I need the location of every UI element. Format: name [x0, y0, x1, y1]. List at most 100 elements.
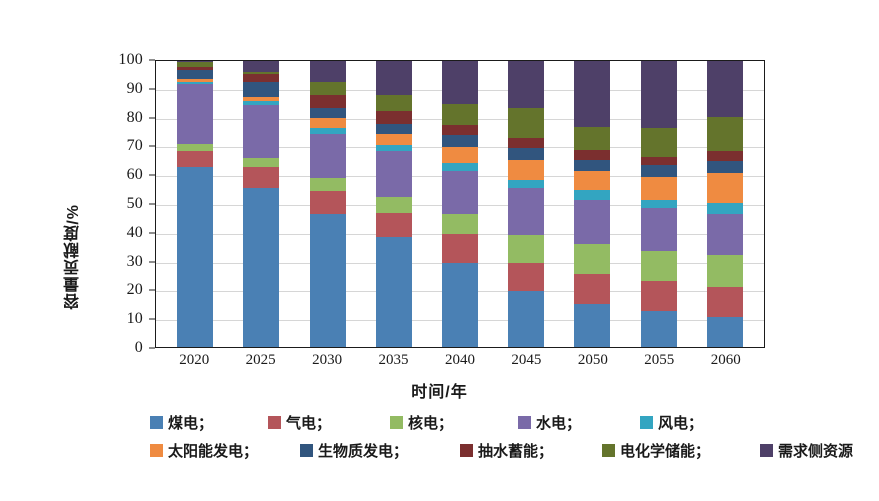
bar-segment-hydro[interactable] [640, 208, 677, 252]
legend-item[interactable]: 生物质发电； [300, 440, 408, 461]
bar-segment-pumped_storage[interactable] [243, 73, 280, 83]
bar-segment-biomass[interactable] [508, 148, 545, 160]
bar-segment-demand_side[interactable] [309, 61, 346, 83]
bar-segment-electrochemical_storage[interactable] [309, 82, 346, 96]
bar-segment-demand_side[interactable] [574, 61, 611, 127]
bar-segment-biomass[interactable] [375, 123, 412, 134]
bar-stack-2060[interactable] [706, 61, 743, 347]
bar-segment-pumped_storage[interactable] [177, 66, 214, 70]
bar-segment-hydro[interactable] [706, 214, 743, 256]
bar-segment-demand_side[interactable] [177, 61, 214, 63]
bar-stack-2045[interactable] [508, 61, 545, 347]
bar-segment-wind[interactable] [508, 179, 545, 189]
bar-segment-nuclear[interactable] [508, 235, 545, 263]
bar-segment-electrochemical_storage[interactable] [640, 128, 677, 157]
bar-segment-solar[interactable] [640, 176, 677, 200]
bar-segment-hydro[interactable] [508, 188, 545, 236]
bar-segment-hydro[interactable] [177, 83, 214, 144]
legend-item[interactable]: 电化学储能； [602, 440, 710, 461]
bar-segment-biomass[interactable] [177, 69, 214, 80]
bar-segment-pumped_storage[interactable] [508, 138, 545, 149]
bar-segment-pumped_storage[interactable] [574, 149, 611, 160]
bar-segment-electrochemical_storage[interactable] [177, 62, 214, 67]
bar-segment-wind[interactable] [574, 189, 611, 200]
bar-segment-hydro[interactable] [375, 151, 412, 197]
bar-segment-gas[interactable] [574, 274, 611, 305]
bar-segment-wind[interactable] [706, 202, 743, 215]
bar-segment-hydro[interactable] [441, 171, 478, 214]
bar-segment-pumped_storage[interactable] [640, 156, 677, 166]
bar-segment-hydro[interactable] [309, 133, 346, 179]
bar-segment-coal[interactable] [177, 166, 214, 347]
bar-stack-2050[interactable] [574, 61, 611, 347]
bar-segment-gas[interactable] [243, 166, 280, 189]
bar-segment-nuclear[interactable] [574, 244, 611, 275]
bar-segment-demand_side[interactable] [441, 60, 478, 104]
bar-segment-pumped_storage[interactable] [309, 95, 346, 109]
bar-segment-pumped_storage[interactable] [375, 111, 412, 124]
legend-item[interactable]: 核电； [390, 412, 453, 433]
bar-segment-pumped_storage[interactable] [706, 151, 743, 162]
bar-segment-biomass[interactable] [706, 161, 743, 173]
bar-segment-solar[interactable] [508, 159, 545, 180]
bar-stack-2040[interactable] [441, 60, 478, 347]
legend-item[interactable]: 水电； [518, 412, 581, 433]
bar-segment-electrochemical_storage[interactable] [574, 126, 611, 150]
bar-segment-solar[interactable] [441, 146, 478, 163]
bar-segment-coal[interactable] [375, 236, 412, 347]
bar-segment-gas[interactable] [441, 234, 478, 263]
legend-item[interactable]: 抽水蓄能； [460, 440, 553, 461]
bar-segment-biomass[interactable] [574, 159, 611, 172]
bar-segment-pumped_storage[interactable] [441, 125, 478, 136]
bar-segment-solar[interactable] [243, 96, 280, 102]
bar-stack-2025[interactable] [243, 61, 280, 347]
legend-item[interactable]: 太阳能发电； [150, 440, 258, 461]
bar-segment-nuclear[interactable] [441, 213, 478, 234]
bar-segment-solar[interactable] [706, 172, 743, 203]
bar-segment-gas[interactable] [309, 191, 346, 214]
bar-segment-coal[interactable] [309, 213, 346, 347]
bar-stack-2030[interactable] [309, 61, 346, 347]
bar-segment-biomass[interactable] [441, 135, 478, 147]
bar-segment-nuclear[interactable] [706, 255, 743, 287]
bar-segment-gas[interactable] [375, 212, 412, 237]
bar-segment-nuclear[interactable] [243, 158, 280, 167]
bar-segment-biomass[interactable] [640, 165, 677, 177]
bar-segment-demand_side[interactable] [706, 61, 743, 117]
bar-segment-wind[interactable] [243, 101, 280, 106]
bar-segment-coal[interactable] [706, 316, 743, 347]
bar-segment-gas[interactable] [706, 286, 743, 317]
bar-segment-wind[interactable] [441, 162, 478, 172]
bar-stack-2055[interactable] [640, 61, 677, 347]
bar-segment-wind[interactable] [177, 82, 214, 84]
legend-item[interactable]: 煤电； [150, 412, 213, 433]
bar-segment-electrochemical_storage[interactable] [441, 103, 478, 126]
bar-segment-coal[interactable] [243, 188, 280, 347]
bar-segment-hydro[interactable] [574, 199, 611, 245]
bar-segment-solar[interactable] [309, 118, 346, 129]
bar-segment-nuclear[interactable] [309, 178, 346, 192]
bar-segment-biomass[interactable] [243, 82, 280, 97]
bar-segment-electrochemical_storage[interactable] [243, 72, 280, 74]
bar-segment-wind[interactable] [309, 128, 346, 134]
bar-segment-electrochemical_storage[interactable] [508, 108, 545, 139]
bar-segment-coal[interactable] [508, 291, 545, 347]
bar-segment-coal[interactable] [441, 262, 478, 347]
bar-segment-demand_side[interactable] [508, 61, 545, 109]
bar-segment-gas[interactable] [508, 262, 545, 292]
bar-segment-demand_side[interactable] [640, 61, 677, 129]
bar-segment-hydro[interactable] [243, 105, 280, 159]
bar-segment-nuclear[interactable] [640, 251, 677, 282]
bar-segment-gas[interactable] [177, 151, 214, 167]
bar-segment-electrochemical_storage[interactable] [706, 116, 743, 152]
legend-item[interactable]: 需求侧资源 [760, 440, 853, 461]
bar-segment-solar[interactable] [375, 133, 412, 146]
bar-segment-solar[interactable] [177, 79, 214, 83]
bar-segment-wind[interactable] [375, 145, 412, 152]
bar-segment-wind[interactable] [640, 199, 677, 209]
bar-stack-2020[interactable] [177, 61, 214, 347]
bar-stack-2035[interactable] [375, 61, 412, 347]
legend-item[interactable]: 气电； [268, 412, 331, 433]
bar-segment-coal[interactable] [640, 311, 677, 347]
bar-segment-electrochemical_storage[interactable] [375, 95, 412, 112]
